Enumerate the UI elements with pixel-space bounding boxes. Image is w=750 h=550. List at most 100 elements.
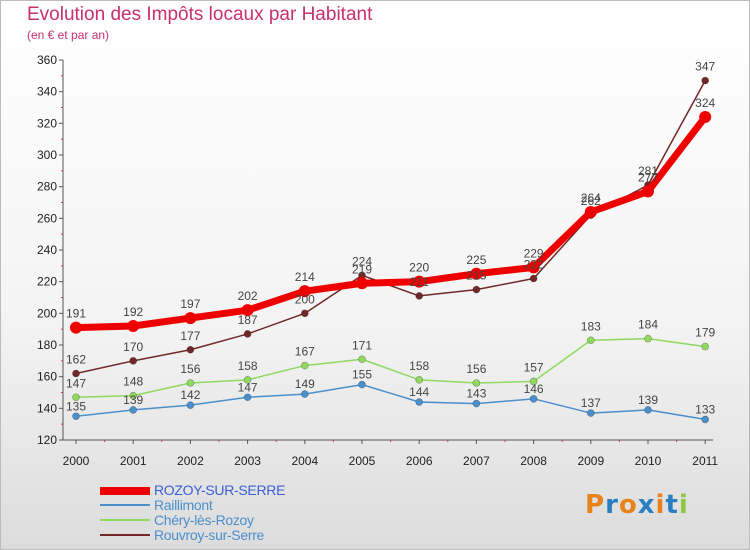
logo-letter: i	[678, 490, 689, 520]
data-label-chery-2001: 148	[123, 375, 143, 389]
logo-letter: i	[655, 490, 666, 520]
logo-letter: x	[637, 490, 656, 520]
data-label-rozoy-2009: 264	[581, 191, 601, 205]
series-line-rouvroy	[75, 79, 706, 375]
x-tick-label-2003: 2003	[234, 454, 261, 468]
data-label-chery-2006: 158	[409, 359, 429, 373]
data-point-chery-2007	[472, 379, 481, 387]
logo-letter: P	[585, 490, 606, 520]
data-point-rouvroy-2007	[472, 285, 481, 294]
data-point-rouvroy-2006	[415, 292, 424, 300]
data-point-chery-2004	[300, 361, 309, 370]
data-label-rozoy-2007: 225	[466, 253, 486, 267]
y-tick-label-280: 280	[37, 180, 57, 194]
legend-label-rozoy: ROZOY-SUR-SERRE	[154, 482, 286, 498]
data-point-rozoy-2010	[642, 185, 654, 198]
data-label-rouvroy-2009: 262	[581, 194, 601, 208]
data-point-raillimont-2005	[358, 380, 366, 389]
data-point-chery-2000	[72, 393, 80, 402]
data-point-rouvroy-2002	[186, 345, 195, 354]
data-point-rozoy-2005	[356, 277, 368, 290]
data-point-chery-2005	[358, 355, 366, 364]
data-point-rozoy-2007	[470, 267, 483, 280]
x-tick-label-2007: 2007	[463, 454, 490, 468]
data-label-rouvroy-2006: 211	[410, 275, 429, 289]
legend-label-raillimont: Raillimont	[154, 497, 213, 513]
data-point-raillimont-2008	[529, 395, 538, 403]
data-point-rozoy-2011	[699, 111, 712, 123]
data-point-chery-2009	[586, 336, 595, 345]
y-tick-label-200: 200	[37, 306, 57, 320]
data-label-chery-2003: 158	[238, 359, 258, 373]
x-tick-label-2000: 2000	[63, 454, 90, 468]
y-tick-label-180: 180	[37, 338, 57, 352]
data-label-raillimont-2002: 142	[180, 388, 200, 402]
series-line-rozoy	[72, 113, 709, 332]
data-label-raillimont-2003: 147	[238, 380, 258, 394]
y-tick-label-240: 240	[37, 243, 57, 257]
data-point-raillimont-2002	[186, 401, 195, 409]
legend-swatch-chery	[100, 519, 150, 521]
data-label-chery-2011: 179	[695, 326, 715, 340]
data-label-rouvroy-2001: 170	[123, 340, 143, 354]
data-label-rozoy-2011: 324	[695, 96, 715, 110]
data-point-rouvroy-2008	[529, 274, 538, 283]
y-tick-label-260: 260	[37, 211, 57, 225]
x-tick-label-2004: 2004	[291, 454, 318, 468]
data-label-raillimont-2011: 133	[695, 402, 715, 416]
chart-axes: 120 140 160 180 200 220 240 260 280 300 320 340 360 2…	[37, 53, 718, 468]
x-tick-label-2008: 2008	[520, 454, 547, 468]
data-label-raillimont-2001: 139	[123, 393, 143, 407]
legend-swatch-rozoy	[100, 487, 150, 495]
data-point-raillimont-2009	[586, 409, 595, 417]
y-tick-label-360: 360	[37, 53, 57, 67]
data-label-chery-2005: 171	[352, 338, 372, 352]
data-label-rozoy-2000: 191	[66, 307, 86, 321]
data-label-rouvroy-2008: 222	[524, 258, 544, 272]
series-line-raillimont	[75, 383, 706, 421]
y-tick-label-140: 140	[37, 401, 57, 415]
data-label-rouvroy-2007: 215	[466, 269, 486, 283]
data-point-rozoy-2003	[241, 304, 254, 317]
data-point-raillimont-2001	[129, 406, 137, 414]
data-label-raillimont-2000: 135	[66, 399, 86, 413]
logo-letter: t	[665, 490, 679, 520]
data-point-chery-2011	[701, 342, 710, 351]
data-point-rozoy-2006	[413, 275, 426, 288]
data-point-rouvroy-2001	[129, 357, 137, 365]
data-label-rozoy-2010: 277	[638, 170, 658, 184]
data-label-raillimont-2008: 146	[524, 382, 544, 396]
data-label-rouvroy-2005: 224	[352, 254, 372, 268]
legend-swatch-raillimont	[100, 504, 150, 506]
data-label-rozoy-2002: 197	[180, 297, 200, 311]
data-point-rozoy-2004	[298, 285, 311, 298]
x-tick-label-2001: 2001	[120, 454, 147, 468]
data-label-chery-2004: 167	[295, 345, 315, 359]
y-tick-label-120: 120	[37, 433, 57, 447]
chart-title: Evolution des Impôts locaux par Habitant	[27, 4, 373, 25]
proxiti-logo: Proxiti	[585, 490, 689, 520]
data-point-chery-2001	[129, 391, 137, 400]
data-point-rozoy-2000	[70, 321, 82, 334]
y-tick-label-340: 340	[37, 85, 57, 99]
chart-subtitle: (en € et par an)	[27, 28, 110, 42]
x-tick-label-2002: 2002	[177, 454, 204, 468]
x-tick-label-2005: 2005	[349, 454, 376, 468]
y-tick-label-160: 160	[37, 370, 57, 384]
series-layer	[70, 76, 712, 424]
data-label-rozoy-2003: 202	[238, 289, 258, 303]
y-tick-label-300: 300	[37, 148, 57, 162]
data-label-rouvroy-2004: 200	[295, 292, 315, 306]
data-label-chery-2009: 183	[581, 319, 601, 333]
data-label-raillimont-2009: 137	[581, 396, 601, 410]
x-tick-label-2006: 2006	[406, 454, 433, 468]
data-label-rozoy-2006: 220	[409, 261, 429, 275]
x-tick-label-2011: 2011	[692, 454, 718, 468]
data-label-rouvroy-2011: 347	[695, 60, 715, 74]
data-label-rouvroy-2010: 281	[638, 164, 658, 178]
data-label-rozoy-2004: 214	[295, 270, 315, 284]
data-point-raillimont-2006	[415, 398, 424, 406]
data-point-rozoy-2001	[127, 320, 140, 332]
data-label-rozoy-2005: 219	[352, 262, 372, 276]
